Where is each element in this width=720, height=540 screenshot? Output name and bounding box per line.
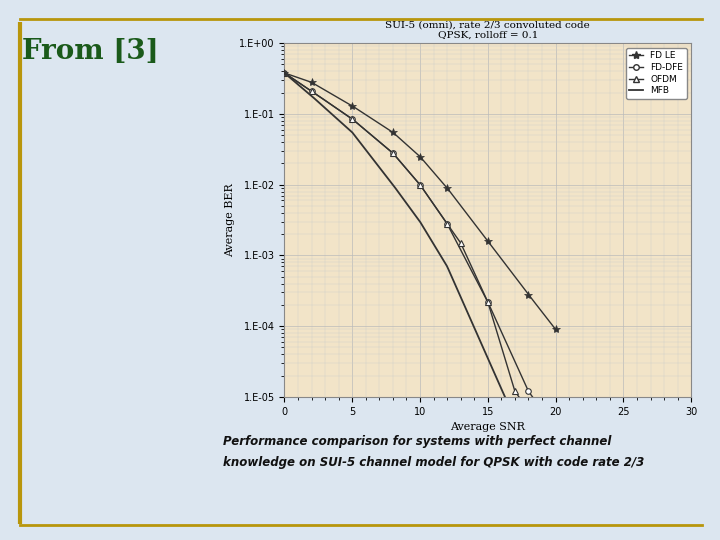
Text: Performance comparison for systems with perfect channel: Performance comparison for systems with … (223, 435, 611, 448)
Legend: FD LE, FD-DFE, OFDM, MFB: FD LE, FD-DFE, OFDM, MFB (626, 48, 687, 99)
Title: SUI-5 (omni), rate 2/3 convoluted code
QPSK, rolloff = 0.1: SUI-5 (omni), rate 2/3 convoluted code Q… (385, 20, 590, 39)
Text: knowledge on SUI-5 channel model for QPSK with code rate 2/3: knowledge on SUI-5 channel model for QPS… (223, 456, 644, 469)
Text: From [3]: From [3] (22, 38, 158, 65)
Y-axis label: Average BER: Average BER (225, 183, 235, 257)
X-axis label: Average SNR: Average SNR (451, 422, 525, 432)
